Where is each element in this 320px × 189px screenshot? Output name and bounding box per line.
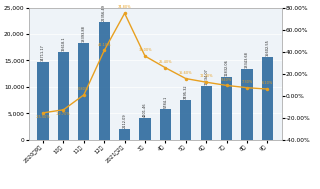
- Text: 16618.1: 16618.1: [61, 36, 66, 51]
- Text: -15.50%: -15.50%: [36, 115, 51, 119]
- Text: 11832.06: 11832.06: [225, 60, 228, 77]
- Bar: [119, 129, 130, 140]
- Text: 10234.07: 10234.07: [204, 68, 208, 85]
- Text: 36.00%: 36.00%: [138, 48, 152, 52]
- Text: 2112.09: 2112.09: [123, 113, 127, 128]
- Text: 0.80%: 0.80%: [78, 87, 90, 91]
- Bar: [201, 86, 212, 140]
- Bar: [37, 62, 49, 140]
- Text: 13343.68: 13343.68: [245, 52, 249, 68]
- Text: 5784.1: 5784.1: [164, 96, 167, 108]
- Bar: [241, 69, 252, 140]
- Text: 18393.88: 18393.88: [82, 25, 86, 42]
- Bar: [140, 118, 151, 140]
- Text: 74.80%: 74.80%: [118, 5, 132, 9]
- Text: 41.10%: 41.10%: [98, 43, 111, 46]
- Text: 25.40%: 25.40%: [159, 60, 172, 64]
- Text: 12.30%: 12.30%: [199, 74, 213, 78]
- Bar: [58, 52, 69, 140]
- Text: 22356.49: 22356.49: [102, 4, 106, 21]
- Text: 14711.17: 14711.17: [41, 44, 45, 61]
- Text: 9.40%: 9.40%: [221, 77, 232, 81]
- Text: 4201.46: 4201.46: [143, 102, 147, 117]
- Text: -12.70%: -12.70%: [56, 112, 71, 116]
- Bar: [180, 100, 191, 140]
- Bar: [262, 57, 273, 140]
- Bar: [221, 77, 232, 140]
- Text: 7495.32: 7495.32: [184, 85, 188, 99]
- Bar: [99, 22, 110, 140]
- Text: 15602.55: 15602.55: [265, 40, 269, 57]
- Text: 7.30%: 7.30%: [241, 80, 252, 84]
- Text: 15.60%: 15.60%: [179, 71, 193, 75]
- Bar: [78, 43, 90, 140]
- Bar: [160, 109, 171, 140]
- Text: 6.10%: 6.10%: [262, 81, 273, 85]
